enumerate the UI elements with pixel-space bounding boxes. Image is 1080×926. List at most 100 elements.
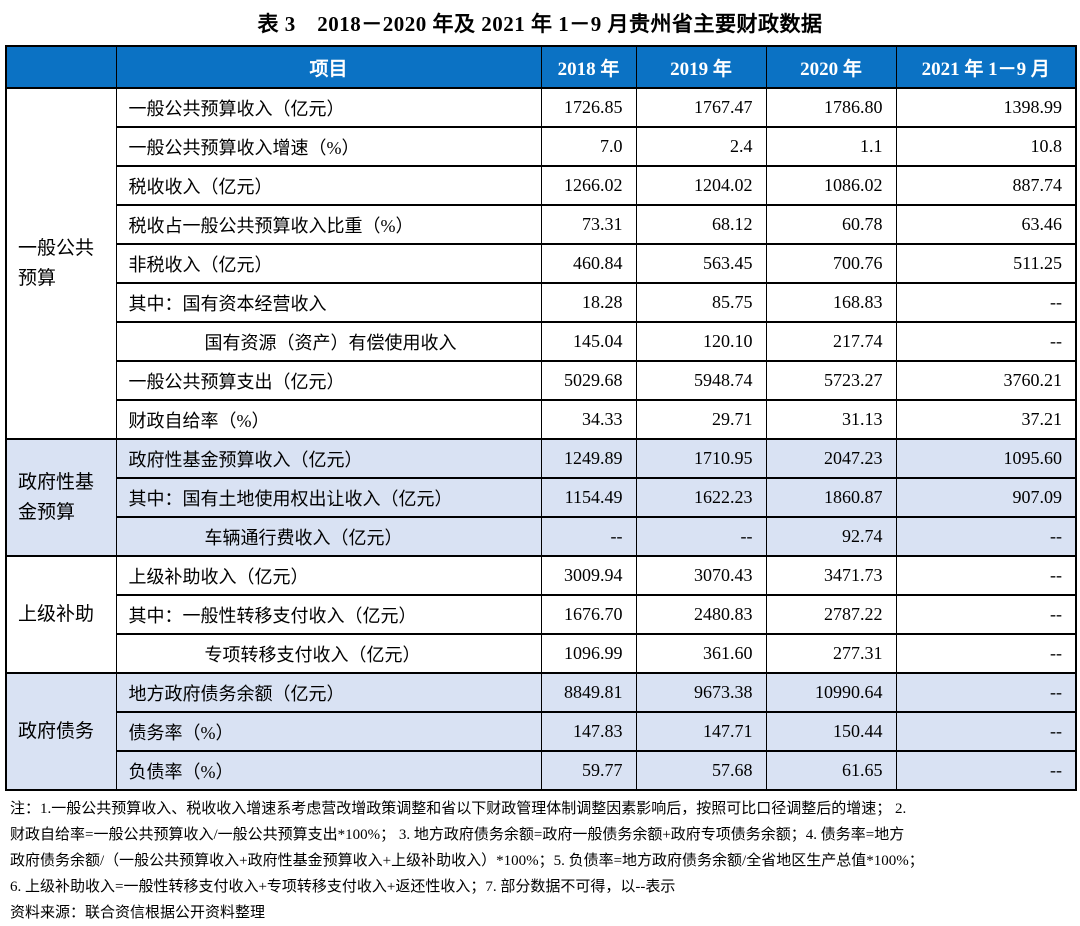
year-header-2019: 2019 年 xyxy=(635,45,767,89)
value-cell: 2480.83 xyxy=(635,594,767,635)
item-label-cell: 一般公共预算收入增速（%） xyxy=(115,126,542,167)
value-cell: 361.60 xyxy=(635,633,767,674)
item-label-cell: 其中：国有资本经营收入 xyxy=(115,282,542,323)
item-label-cell: 一般公共预算收入（亿元） xyxy=(115,87,542,128)
table-row: 政府性基 金预算 政府性基金预算收入（亿元） 1249.89 1710.95 2… xyxy=(5,438,1077,557)
footnote-line: 财政自给率=一般公共预算收入/一般公共预算支出*100%； 3. 地方政府债务余… xyxy=(10,827,905,843)
value-cell: 1786.80 xyxy=(765,87,897,128)
value-cell: 9673.38 xyxy=(635,672,767,713)
value-cell: 37.21 xyxy=(895,399,1077,440)
value-cell: 34.33 xyxy=(540,399,637,440)
item-label-cell: 一般公共预算支出（亿元） xyxy=(115,360,542,401)
value-cell: 145.04 xyxy=(540,321,637,362)
value-cell: 1249.89 xyxy=(540,438,637,479)
value-cell: 63.46 xyxy=(895,204,1077,245)
value-cell: -- xyxy=(895,321,1077,362)
value-cell: 1860.87 xyxy=(765,477,897,518)
value-cell: -- xyxy=(895,750,1077,791)
value-cell: 1726.85 xyxy=(540,87,637,128)
value-cell: 907.09 xyxy=(895,477,1077,518)
value-cell: 5948.74 xyxy=(635,360,767,401)
item-label-cell: 车辆通行费收入（亿元） xyxy=(115,516,542,557)
table-row: 其中：一般性转移支付收入（亿元） 1676.70 2480.83 2787.22… xyxy=(6,594,1077,635)
footnotes: 注：1.一般公共预算收入、税收收入增速系考虑营改增政策调整和省以下财政管理体制调… xyxy=(10,796,1070,926)
table-title: 表 3 2018－2020 年及 2021 年 1－9 月贵州省主要财政数据 xyxy=(257,12,823,36)
table-row: 专项转移支付收入（亿元） 1096.99 361.60 277.31 -- xyxy=(6,633,1077,674)
value-cell: 59.77 xyxy=(540,750,637,791)
value-cell: 29.71 xyxy=(635,399,767,440)
value-cell: 1.1 xyxy=(765,126,897,167)
footnote-line: 政府债务余额/（一般公共预算收入+政府性基金预算收入+上级补助收入）*100%；… xyxy=(10,853,924,869)
source-line: 资料来源：联合资信根据公开资料整理 xyxy=(10,905,266,921)
value-cell: 1095.60 xyxy=(895,438,1077,479)
value-cell: 85.75 xyxy=(635,282,767,323)
item-label-cell: 其中：一般性转移支付收入（亿元） xyxy=(115,594,542,635)
value-cell: -- xyxy=(895,594,1077,635)
header-row: 项目 2018 年 2019 年 2020 年 2021 年 1－9 月 xyxy=(5,45,1077,89)
item-label-cell: 税收收入（亿元） xyxy=(115,165,542,206)
value-cell: 2047.23 xyxy=(765,438,897,479)
item-label-cell: 财政自给率（%） xyxy=(115,399,542,440)
value-cell: -- xyxy=(635,516,767,557)
value-cell: 1096.99 xyxy=(540,633,637,674)
value-cell: 8849.81 xyxy=(540,672,637,713)
item-label-cell: 政府性基金预算收入（亿元） xyxy=(115,438,542,479)
table-row: 一般公共预算支出（亿元） 5029.68 5948.74 5723.27 376… xyxy=(6,360,1077,401)
value-cell: 10990.64 xyxy=(765,672,897,713)
footnote-line: 6. 上级补助收入=一般性转移支付收入+专项转移支付收入+返还性收入；7. 部分… xyxy=(10,879,676,895)
value-cell: 7.0 xyxy=(540,126,637,167)
table-row: 上级补助 上级补助收入（亿元） 3009.94 3070.43 3471.73 … xyxy=(5,555,1077,674)
item-label-cell: 其中：国有土地使用权出让收入（亿元） xyxy=(115,477,542,518)
category-cell-govt-fund: 政府性基 金预算 xyxy=(5,438,117,557)
value-cell: 5723.27 xyxy=(765,360,897,401)
value-cell: -- xyxy=(895,555,1077,596)
value-cell: 57.68 xyxy=(635,750,767,791)
table-row: 财政自给率（%） 34.33 29.71 31.13 37.21 xyxy=(6,399,1077,440)
item-label-cell: 上级补助收入（亿元） xyxy=(115,555,542,596)
value-cell: 511.25 xyxy=(895,243,1077,284)
table-row: 其中：国有土地使用权出让收入（亿元） 1154.49 1622.23 1860.… xyxy=(6,477,1077,518)
table-row: 一般公共 预算 一般公共预算收入（亿元） 1726.85 1767.47 178… xyxy=(5,87,1077,440)
value-cell: 3471.73 xyxy=(765,555,897,596)
value-cell: 3009.94 xyxy=(540,555,637,596)
value-cell: 460.84 xyxy=(540,243,637,284)
value-cell: 700.76 xyxy=(765,243,897,284)
value-cell: 1622.23 xyxy=(635,477,767,518)
year-header-2020: 2020 年 xyxy=(765,45,897,89)
value-cell: 1767.47 xyxy=(635,87,767,128)
footnote-line: 注：1.一般公共预算收入、税收收入增速系考虑营改增政策调整和省以下财政管理体制调… xyxy=(10,801,907,817)
table-header: 项目 2018 年 2019 年 2020 年 2021 年 1－9 月 xyxy=(5,45,1077,89)
value-cell: -- xyxy=(895,672,1077,713)
value-cell: 61.65 xyxy=(765,750,897,791)
value-cell: 60.78 xyxy=(765,204,897,245)
value-cell: 1154.49 xyxy=(540,477,637,518)
table-row: 其中：国有资本经营收入 18.28 85.75 168.83 -- xyxy=(6,282,1077,323)
item-label-cell: 地方政府债务余额（亿元） xyxy=(115,672,542,713)
table-row: 一般公共预算收入增速（%） 7.0 2.4 1.1 10.8 xyxy=(6,126,1077,167)
item-label-cell: 国有资源（资产）有偿使用收入 xyxy=(115,321,542,362)
category-cell-superior-subsidy: 上级补助 xyxy=(5,555,117,674)
value-cell: 1086.02 xyxy=(765,165,897,206)
table-row: 税收收入（亿元） 1266.02 1204.02 1086.02 887.74 xyxy=(6,165,1077,206)
value-cell: -- xyxy=(895,282,1077,323)
value-cell: 10.8 xyxy=(895,126,1077,167)
value-cell: -- xyxy=(895,633,1077,674)
value-cell: 120.10 xyxy=(635,321,767,362)
value-cell: -- xyxy=(540,516,637,557)
value-cell: -- xyxy=(895,711,1077,752)
item-label-cell: 专项转移支付收入（亿元） xyxy=(115,633,542,674)
value-cell: 1266.02 xyxy=(540,165,637,206)
value-cell: 3760.21 xyxy=(895,360,1077,401)
value-cell: 277.31 xyxy=(765,633,897,674)
value-cell: 217.74 xyxy=(765,321,897,362)
value-cell: 2787.22 xyxy=(765,594,897,635)
table-row: 债务率（%） 147.83 147.71 150.44 -- xyxy=(6,711,1077,752)
item-label-cell: 负债率（%） xyxy=(115,750,542,791)
value-cell: 68.12 xyxy=(635,204,767,245)
table-row: 车辆通行费收入（亿元） -- -- 92.74 -- xyxy=(6,516,1077,557)
value-cell: 1398.99 xyxy=(895,87,1077,128)
value-cell: 147.71 xyxy=(635,711,767,752)
report-page: 表 3 2018－2020 年及 2021 年 1－9 月贵州省主要财政数据 项… xyxy=(5,12,1077,921)
category-header-cell xyxy=(5,45,117,89)
year-header-2018: 2018 年 xyxy=(540,45,637,89)
